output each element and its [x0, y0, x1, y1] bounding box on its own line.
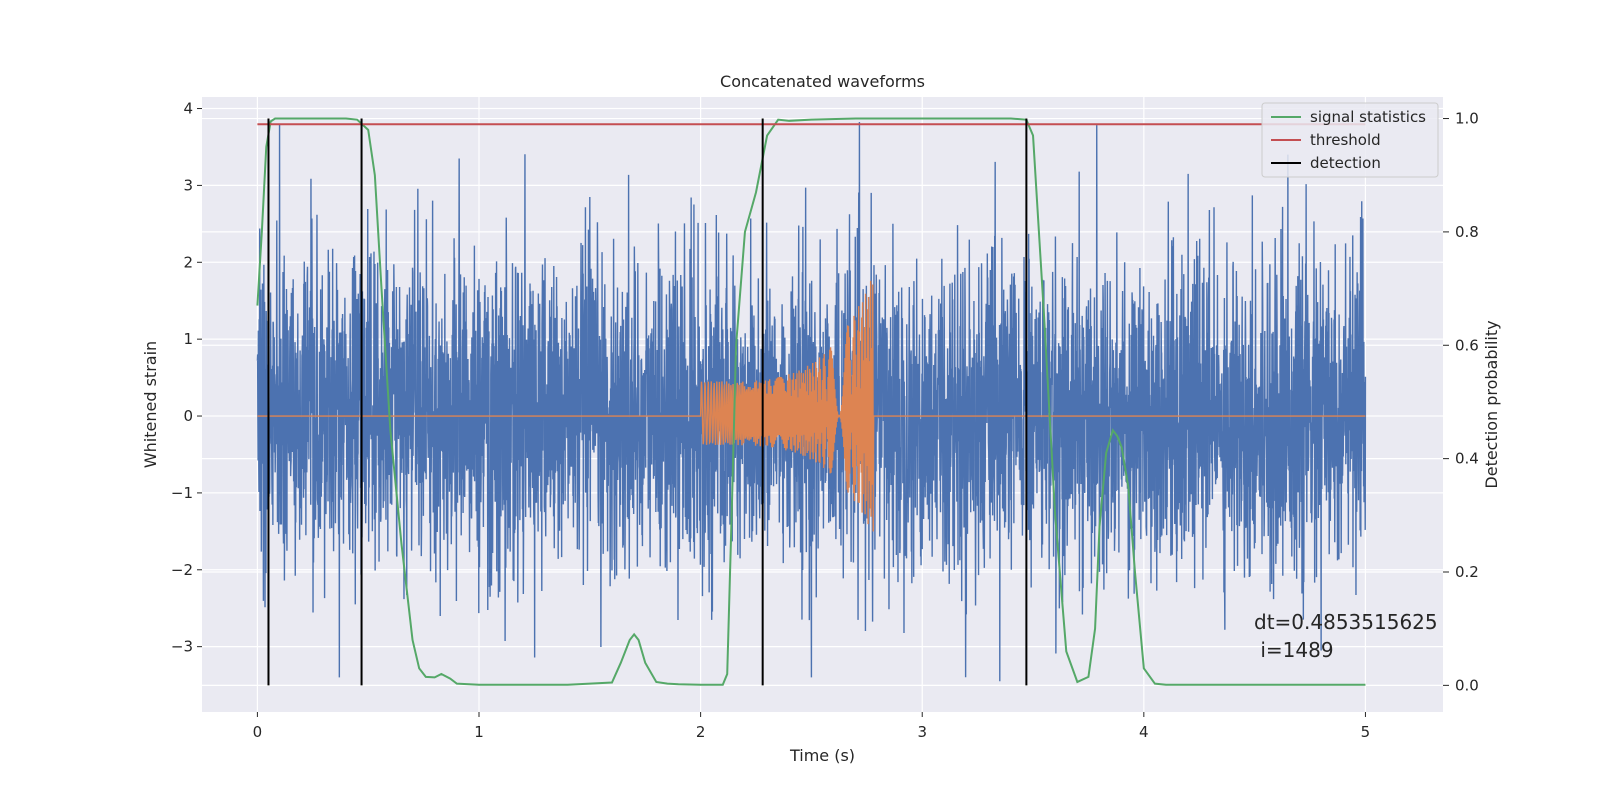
data-layer [256, 117, 1367, 686]
y-axis-label-right: Detection probability [1482, 320, 1501, 488]
legend-label: threshold [1310, 131, 1381, 149]
annotation-dt: dt=0.4853515625 [1254, 610, 1438, 634]
y-right-tick-label: 0.8 [1455, 223, 1479, 241]
x-tick-label: 2 [696, 723, 706, 741]
y-right-tick-label: 0.6 [1455, 336, 1479, 354]
legend-label: signal statistics [1310, 108, 1426, 126]
chirp-waveform-line [257, 280, 1366, 532]
y-left-tick-label: 3 [183, 176, 193, 194]
y-left-tick-label: 1 [183, 330, 193, 348]
y-right-tick-label: 1.0 [1455, 110, 1479, 128]
strain-noise-line [256, 121, 1367, 682]
y-left-tick-label: 4 [183, 100, 193, 118]
y-left-tick-label: −2 [171, 561, 193, 579]
y-left-tick-label: −3 [171, 638, 193, 656]
x-tick-label: 0 [253, 723, 263, 741]
y-left-tick-label: 2 [183, 253, 193, 271]
x-tick-label: 5 [1361, 723, 1371, 741]
axes: 0 1 2 3 4 5 −3 −2 −1 0 1 2 3 4 0.0 0.2 0.4 0.6 0.8 1.0 [171, 100, 1479, 741]
x-tick-label: 1 [474, 723, 484, 741]
chart-title: Concatenated waveforms [720, 72, 925, 91]
legend-box [1261, 102, 1439, 178]
x-tick-label: 3 [917, 723, 927, 741]
y-left-tick-label: −1 [171, 484, 193, 502]
y-right-tick-label: 0.2 [1455, 563, 1479, 581]
legend: signal statistics threshold detection [1261, 102, 1439, 178]
y-right-tick-label: 0.4 [1455, 450, 1479, 468]
legend-label: detection [1310, 154, 1381, 172]
x-tick-label: 4 [1139, 723, 1149, 741]
y-axis-label-left: Whitened strain [141, 341, 160, 468]
y-right-tick-label: 0.0 [1455, 676, 1479, 694]
x-axis-label: Time (s) [789, 746, 855, 765]
signal-statistics-line [256, 117, 1366, 686]
y-left-tick-label: 0 [183, 407, 193, 425]
annotation-index: i=1489 [1254, 638, 1334, 662]
